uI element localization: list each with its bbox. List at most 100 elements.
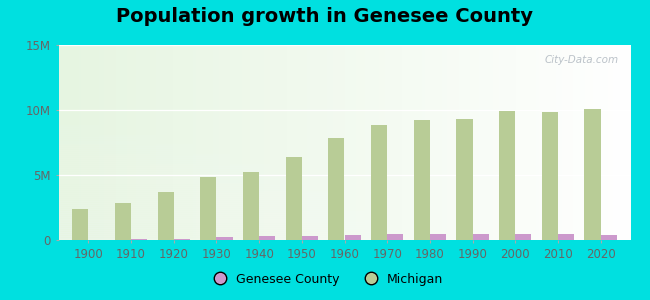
Bar [562,45,565,240]
Bar [579,45,582,240]
Bar [58,213,630,215]
Bar [567,45,571,240]
Bar [504,45,508,240]
Bar [473,45,476,240]
Bar [616,45,619,240]
Bar [113,45,116,240]
Bar [519,45,522,240]
Bar [58,117,630,119]
Bar [58,156,630,158]
Bar [590,45,593,240]
Bar [58,236,630,238]
Bar [547,45,551,240]
Bar [430,45,434,240]
Bar [58,142,630,144]
Bar [58,129,630,131]
Bar [190,45,193,240]
Bar [413,45,417,240]
Bar [243,172,259,240]
Bar [58,88,630,90]
Text: Population growth in Genesee County: Population growth in Genesee County [116,8,534,26]
Bar [302,45,305,240]
Bar [601,235,617,240]
Bar [433,45,436,240]
Bar [293,45,296,240]
Bar [58,230,630,232]
Bar [365,45,368,240]
Bar [467,45,471,240]
Bar [58,166,630,168]
Bar [58,58,630,61]
Bar [58,62,630,64]
Bar [516,45,519,240]
Bar [602,45,605,240]
Bar [58,214,630,217]
Bar [58,178,630,179]
Bar [58,185,630,187]
Bar [584,109,601,240]
Bar [222,45,225,240]
Bar [488,45,491,240]
Bar [499,111,515,240]
Bar [122,45,125,240]
Bar [167,45,170,240]
Bar [153,45,156,240]
Bar [58,133,630,135]
Bar [104,45,107,240]
Bar [382,45,385,240]
Bar [559,45,562,240]
Bar [159,45,162,240]
Bar [58,217,630,218]
Bar [58,90,630,92]
Bar [216,45,219,240]
Bar [58,179,630,182]
Bar [58,146,630,148]
Bar [596,45,599,240]
Bar [67,45,70,240]
Bar [456,119,473,240]
Bar [261,45,265,240]
Bar [58,182,630,183]
Bar [58,131,630,133]
Bar [133,45,136,240]
Bar [599,45,603,240]
Bar [58,197,630,199]
Bar [296,45,299,240]
Bar [58,94,630,96]
Bar [233,45,236,240]
Bar [356,45,359,240]
Bar [479,45,482,240]
Bar [58,119,630,121]
Bar [210,45,213,240]
Bar [207,45,211,240]
Bar [58,232,630,234]
Bar [536,45,540,240]
Bar [313,45,317,240]
Bar [96,45,99,240]
Bar [58,172,630,174]
Bar [588,45,591,240]
Bar [473,234,489,240]
Bar [161,45,164,240]
Bar [58,55,630,57]
Bar [58,127,630,129]
Bar [150,45,153,240]
Bar [58,80,630,82]
Bar [58,70,630,72]
Bar [330,45,333,240]
Bar [199,45,202,240]
Bar [236,45,239,240]
Bar [58,195,630,197]
Bar [124,45,127,240]
Bar [99,45,102,240]
Bar [58,125,630,127]
Bar [58,82,630,84]
Bar [157,192,174,240]
Bar [347,45,350,240]
Bar [58,109,630,111]
Bar [70,45,73,240]
Bar [58,207,630,209]
Bar [273,45,276,240]
Bar [58,148,630,150]
Bar [344,45,348,240]
